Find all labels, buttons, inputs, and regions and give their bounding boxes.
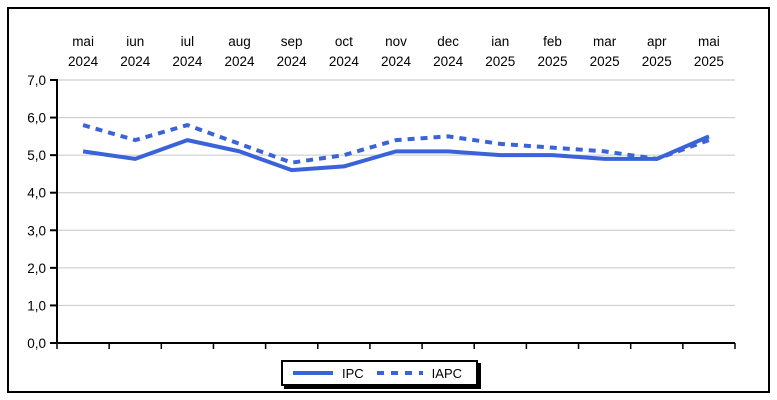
y-tick-label: 5,0 [27, 148, 46, 163]
y-tick-label: 7,0 [27, 73, 46, 88]
x-category-label: aug 2024 [225, 34, 256, 69]
x-category-label: iul 2024 [172, 34, 203, 69]
legend: IPC IAPC [281, 360, 479, 386]
y-tick-label: 4,0 [27, 186, 46, 201]
y-tick-label: 2,0 [27, 261, 46, 276]
x-category-label: oct 2024 [329, 34, 360, 69]
x-category-label: feb 2025 [537, 34, 567, 69]
x-category-label: nov 2024 [381, 34, 412, 69]
x-category-label: ian 2025 [485, 34, 515, 69]
series-line-iapc [82, 123, 710, 165]
x-category-label: iun 2024 [120, 34, 151, 69]
x-category-label: dec 2024 [433, 34, 464, 69]
legend-iapc-line-sample [376, 371, 423, 375]
legend-ipc-line-sample [293, 371, 333, 375]
y-tick-label: 3,0 [27, 223, 46, 238]
x-category-label: mar 2025 [590, 34, 620, 69]
x-category-label: mai 2024 [68, 34, 99, 69]
legend-ipc-label: IPC [342, 365, 364, 381]
y-tick-label: 6,0 [27, 111, 46, 126]
x-category-label: mai 2025 [694, 34, 724, 69]
y-tick-label: 1,0 [27, 298, 46, 313]
x-category-label: apr 2025 [642, 34, 672, 69]
chart-frame [7, 7, 770, 393]
series-line-ipc [82, 134, 710, 173]
legend-iapc-label: IAPC [431, 365, 463, 381]
x-category-label: sep 2024 [277, 34, 308, 69]
y-tick-label: 0,0 [27, 336, 46, 351]
